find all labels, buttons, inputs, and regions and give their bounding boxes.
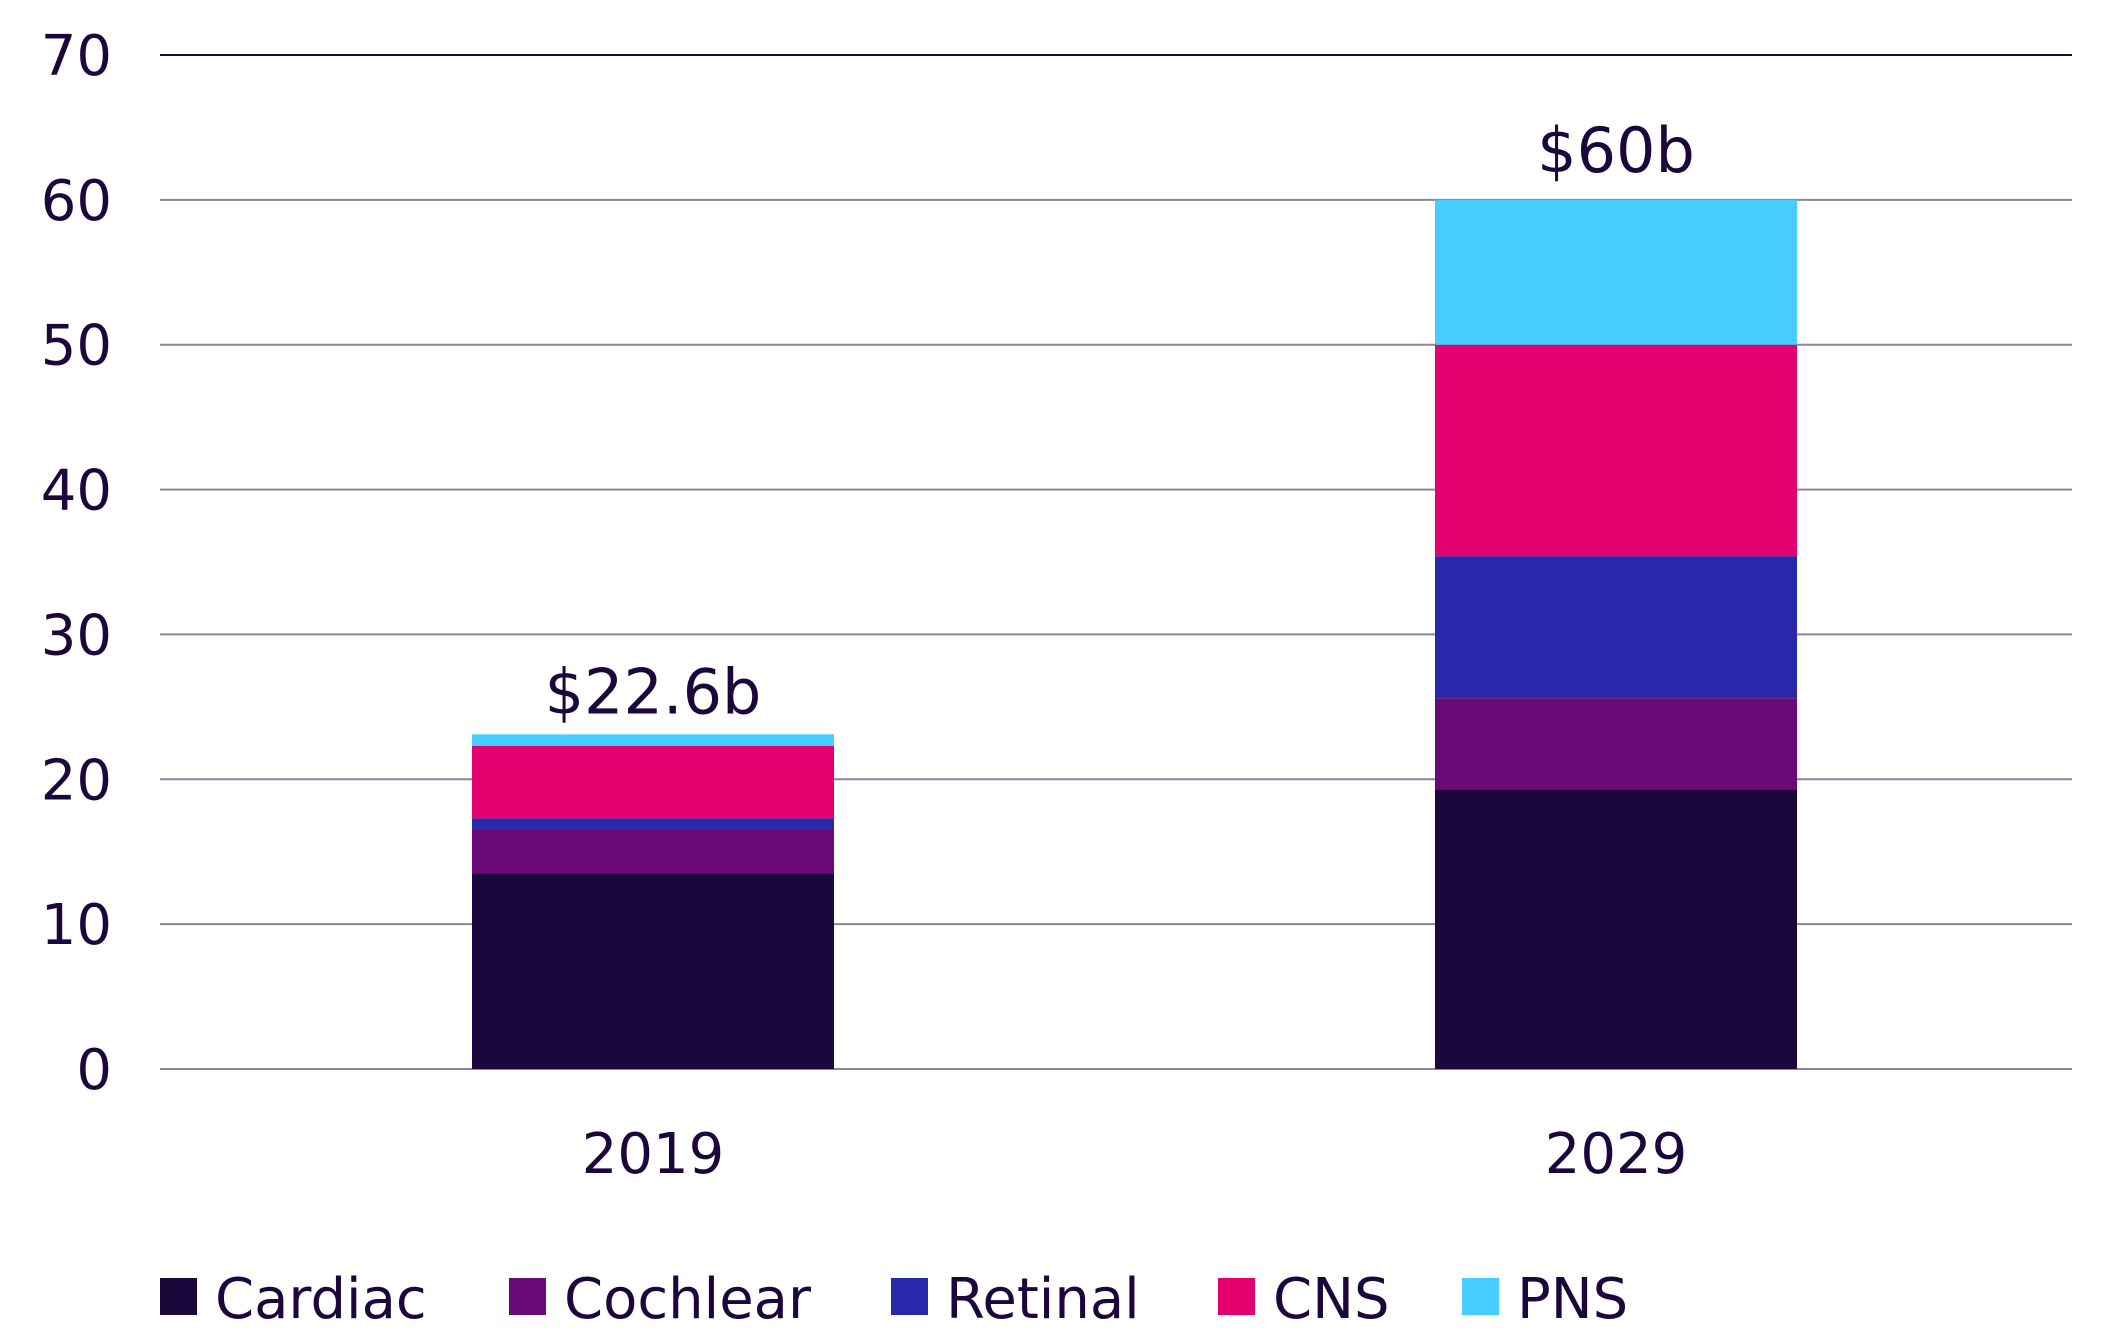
legend-item-cardiac: Cardiac <box>160 1267 427 1332</box>
x-tick-label: 2029 <box>1545 1122 1688 1187</box>
x-axis-tick-labels: 2019 2029 <box>582 1122 1688 1187</box>
bar-segment-cochlear <box>1435 698 1797 790</box>
bar-segment-pns <box>472 734 834 746</box>
legend-label: Retinal <box>946 1267 1140 1332</box>
legend-label: Cochlear <box>564 1267 812 1332</box>
bar-stack-2019 <box>472 734 834 1069</box>
x-tick-label: 2019 <box>582 1122 725 1187</box>
bar-segment-retinal <box>1435 556 1797 699</box>
y-tick-label: 50 <box>41 314 112 379</box>
y-tick-label: 40 <box>41 459 112 524</box>
legend-item-cochlear: Cochlear <box>509 1267 812 1332</box>
y-axis-tick-labels: 0 10 20 30 40 50 60 70 <box>41 24 112 1103</box>
bar-segment-pns <box>1435 199 1797 345</box>
y-tick-label: 10 <box>41 893 112 958</box>
y-tick-label: 30 <box>41 603 112 668</box>
bar-segment-cns <box>472 745 834 819</box>
legend-swatch <box>1218 1278 1255 1315</box>
bar-stack-2029 <box>1435 199 1797 1069</box>
total-label: $60b <box>1537 114 1695 187</box>
bar-segment-cns <box>1435 344 1797 557</box>
legend-label: CNS <box>1273 1267 1390 1332</box>
y-tick-label: 70 <box>41 24 112 89</box>
legend-label: Cardiac <box>215 1267 427 1332</box>
bar-segment-retinal <box>472 818 834 830</box>
total-label: $22.6b <box>545 656 762 729</box>
y-tick-label: 20 <box>41 748 112 813</box>
total-labels: $22.6b $60b <box>545 114 1695 729</box>
bar-segment-cochlear <box>472 829 834 874</box>
bar-segment-cardiac <box>1435 789 1797 1069</box>
bars <box>472 199 1797 1069</box>
y-tick-label: 60 <box>41 169 112 234</box>
legend: Cardiac Cochlear Retinal CNS PNS <box>160 1267 1628 1332</box>
legend-swatch <box>1462 1278 1499 1315</box>
legend-swatch <box>891 1278 928 1315</box>
legend-swatch <box>509 1278 546 1315</box>
legend-label: PNS <box>1517 1267 1628 1332</box>
legend-swatch <box>160 1278 197 1315</box>
bar-segment-cardiac <box>472 873 834 1069</box>
legend-item-retinal: Retinal <box>891 1267 1140 1332</box>
y-tick-label: 0 <box>76 1038 112 1103</box>
legend-item-pns: PNS <box>1462 1267 1628 1332</box>
legend-item-cns: CNS <box>1218 1267 1390 1332</box>
